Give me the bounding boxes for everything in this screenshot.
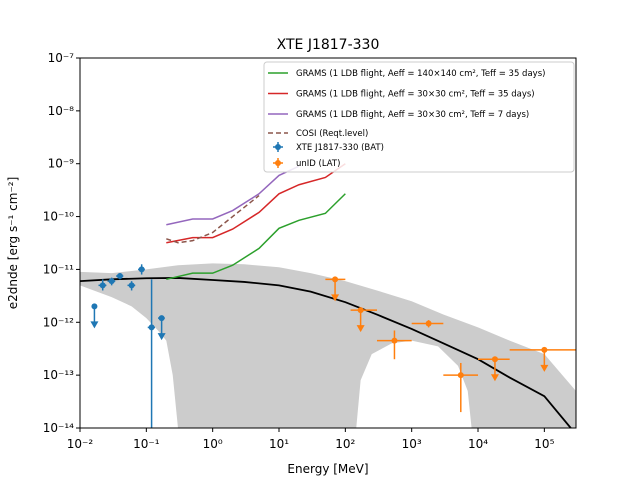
data-point [148, 324, 155, 331]
y-tick-label: 10⁻⁹ [48, 157, 75, 171]
sensitivity-line [166, 193, 346, 281]
x-axis-label: Energy [MeV] [287, 462, 368, 476]
x-tick-label: 10⁴ [468, 437, 488, 451]
y-tick-label: 10⁻¹¹ [43, 262, 74, 276]
data-point [425, 320, 432, 327]
legend-label: GRAMS (1 LDB flight, Aeff = 30×30 cm², T… [296, 110, 529, 120]
y-tick-label: 10⁻¹⁴ [43, 421, 74, 435]
legend-label: GRAMS (1 LDB flight, Aeff = 140×140 cm²,… [296, 69, 545, 79]
y-tick-label: 10⁻⁷ [48, 51, 75, 65]
data-point [128, 282, 135, 289]
legend-swatch [275, 144, 281, 150]
chart-title: XTE J1817-330 [277, 37, 380, 53]
data-point [108, 278, 115, 285]
legend-label: unID (LAT) [296, 159, 340, 169]
model-curve [80, 277, 572, 428]
y-tick-label: 10⁻¹³ [43, 368, 74, 382]
x-tick-label: 10³ [402, 437, 422, 451]
data-point [357, 307, 364, 314]
upper-limit-head [90, 321, 99, 329]
data-point [457, 372, 464, 379]
x-tick-label: 10⁻¹ [133, 437, 160, 451]
data-point [91, 303, 98, 310]
upper-limit-head [356, 325, 365, 333]
y-tick-label: 10⁻¹⁰ [43, 210, 74, 224]
sensitivity-line [166, 163, 346, 244]
legend-label: XTE J1817-330 (BAT) [296, 143, 384, 153]
data-point [99, 282, 106, 289]
legend-swatch [275, 160, 281, 166]
uncertainty-band [80, 263, 576, 428]
upper-limit-head [157, 333, 166, 341]
data-point [391, 337, 398, 344]
upper-limit-head [331, 294, 340, 302]
plot-area [80, 163, 576, 428]
y-tick-label: 10⁻⁸ [48, 104, 75, 118]
x-tick-label: 10⁻² [67, 437, 94, 451]
data-point [332, 276, 339, 283]
y-axis-label: e2dnde [erg s⁻¹ cm⁻²] [6, 177, 20, 310]
upper-limit-head [490, 374, 499, 382]
x-tick-label: 10⁰ [203, 437, 223, 451]
axes-frame [79, 57, 577, 429]
legend-label: GRAMS (1 LDB flight, Aeff = 30×30 cm², T… [296, 90, 535, 100]
legend-box [263, 61, 575, 173]
upper-limit-head [540, 364, 549, 372]
x-tick-label: 10⁵ [534, 437, 554, 451]
data-point [116, 273, 123, 280]
data-point [158, 315, 165, 322]
data-point [541, 346, 548, 353]
sensitivity-line [166, 165, 300, 226]
x-tick-label: 10¹ [269, 437, 289, 451]
legend: GRAMS (1 LDB flight, Aeff = 140×140 cm²,… [263, 61, 575, 173]
data-point [491, 356, 498, 363]
data-point [138, 266, 145, 273]
y-tick-label: 10⁻¹² [43, 315, 74, 329]
sensitivity-line [166, 194, 260, 244]
legend-label: COSI (Reqt.level) [296, 129, 368, 139]
x-tick-label: 10² [335, 437, 355, 451]
